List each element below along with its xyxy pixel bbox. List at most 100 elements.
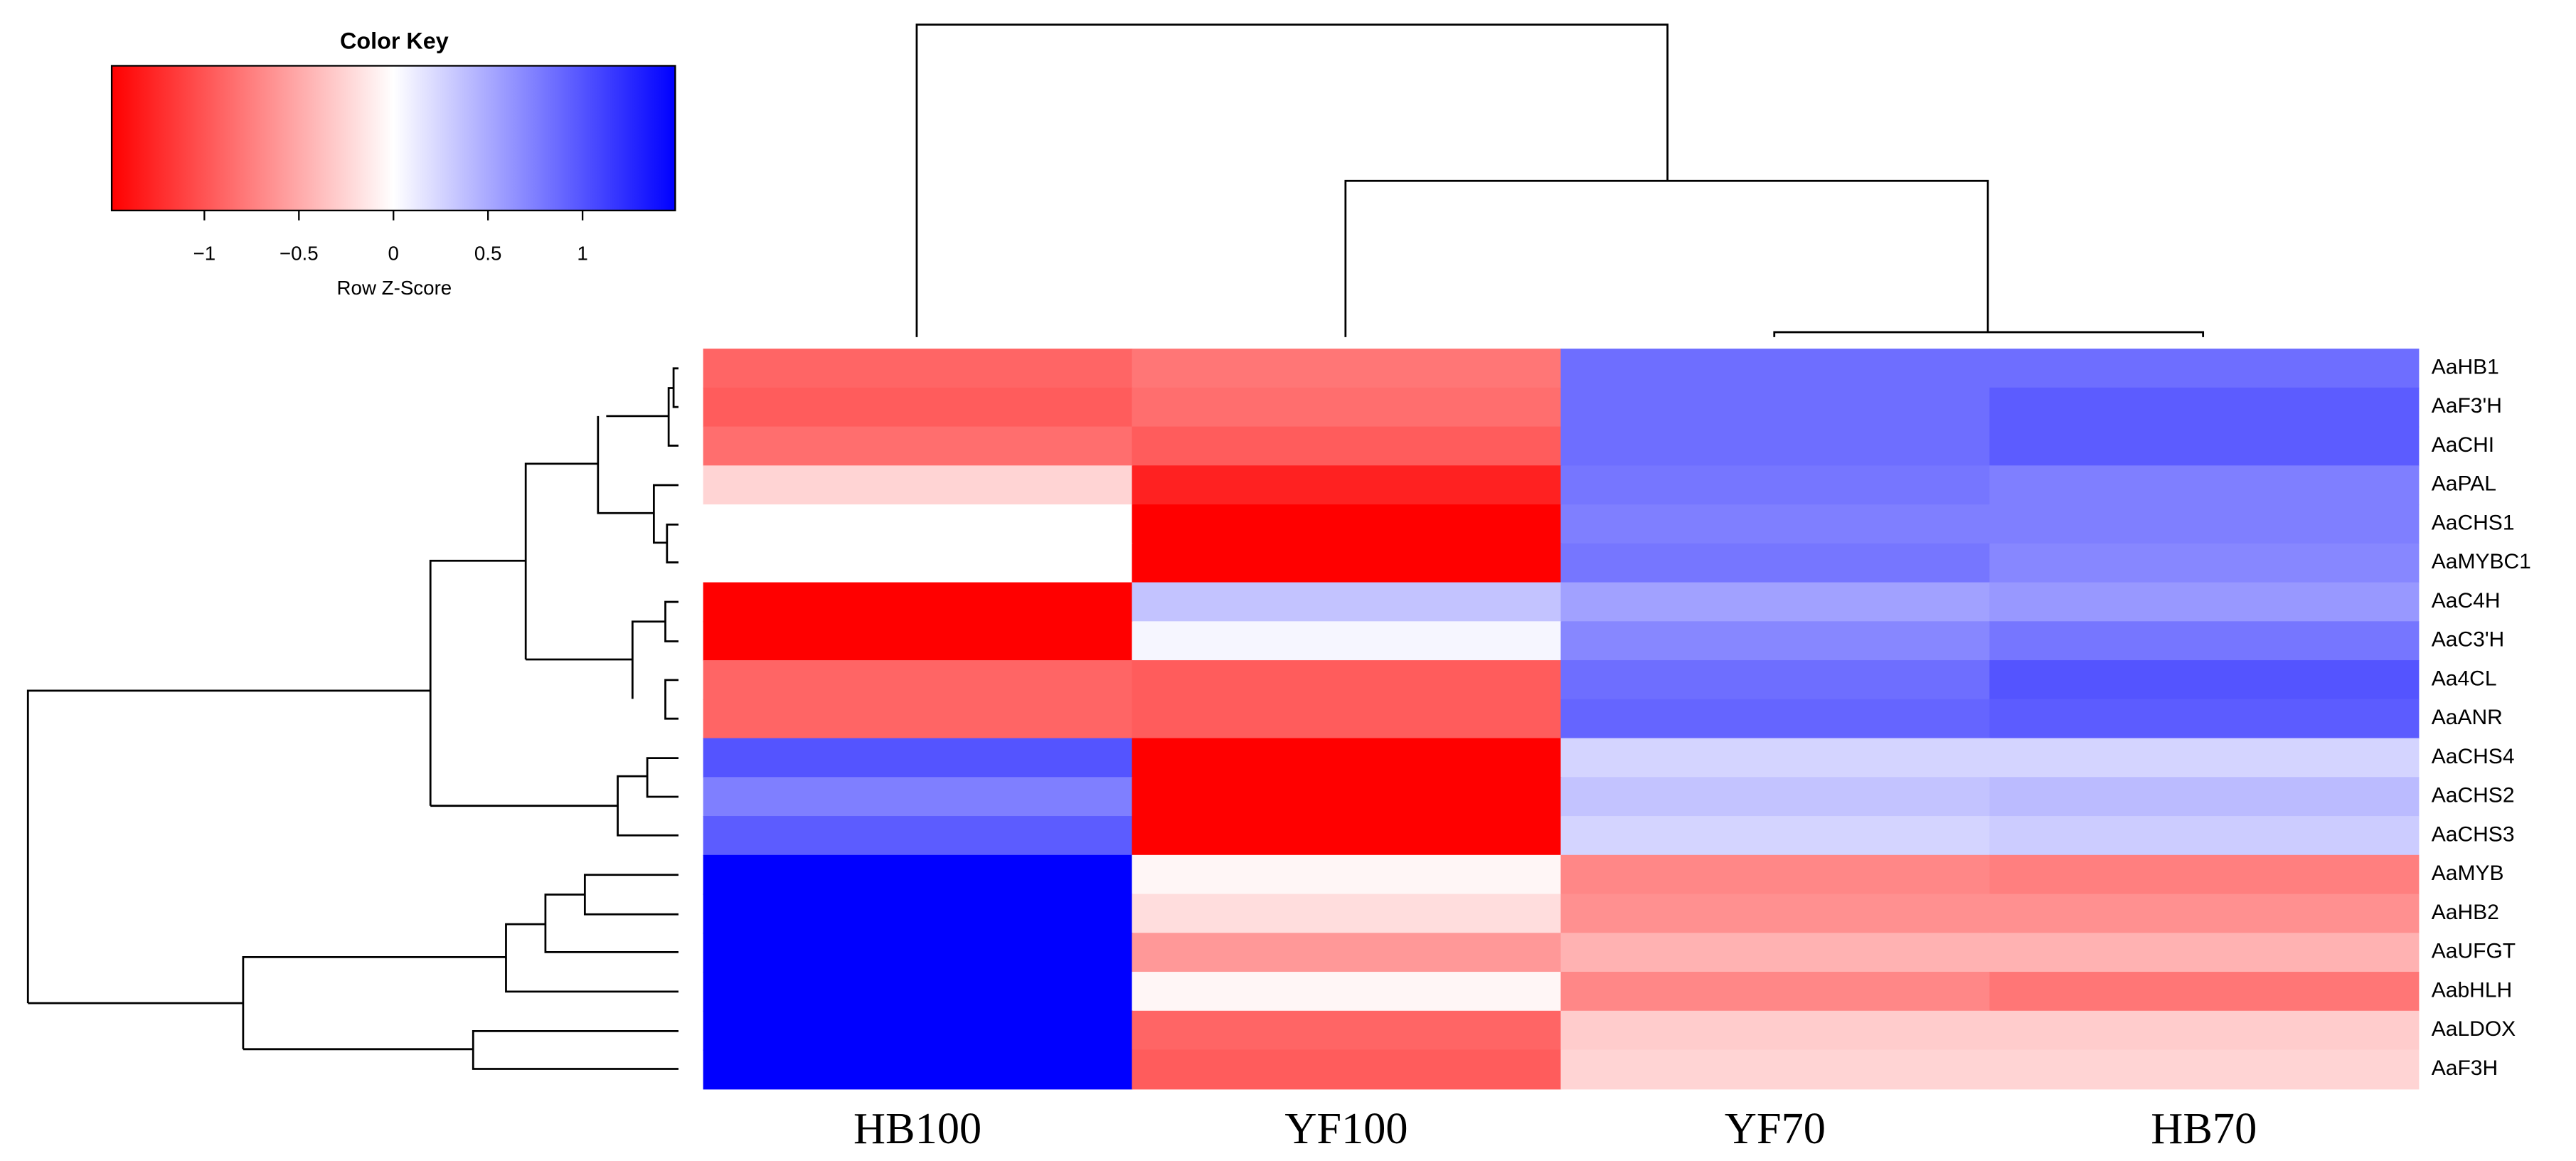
- heatmap-cell: [1989, 349, 2420, 388]
- row-label: AaCHS2: [2432, 784, 2515, 807]
- heatmap-cell: [703, 660, 1133, 700]
- row-label: AaF3H: [2432, 1056, 2498, 1080]
- heatmap-cell: [1560, 816, 1991, 856]
- heatmap-cell: [1989, 621, 2420, 662]
- column-label: HB100: [853, 1104, 981, 1153]
- row-dendrogram: [26, 367, 679, 1070]
- heatmap-cell: [1989, 465, 2420, 506]
- heatmap-cell: [1132, 349, 1562, 388]
- heatmap-cell: [1132, 854, 1562, 895]
- row-label: AaMYBC1: [2432, 550, 2531, 573]
- heatmap-cell: [703, 543, 1133, 583]
- heatmap-cell: [1132, 1010, 1562, 1051]
- row-label: AaUFGT: [2432, 940, 2516, 963]
- heatmap-cell: [703, 699, 1133, 739]
- heatmap-cell: [1132, 933, 1562, 973]
- heatmap-cell: [703, 1010, 1133, 1051]
- heatmap-cell: [1989, 543, 2420, 583]
- column-label: YF70: [1725, 1104, 1826, 1153]
- heatmap-cell: [1989, 933, 2420, 973]
- heatmap-cell: [1989, 738, 2420, 778]
- heatmap-cell: [1132, 894, 1562, 934]
- heatmap-cell: [1560, 543, 1991, 583]
- heatmap-cell: [1132, 816, 1562, 856]
- column-label: YF100: [1284, 1104, 1407, 1153]
- heatmap-cell: [1132, 387, 1562, 428]
- heatmap-cell: [1560, 660, 1991, 700]
- heatmap-cell: [1132, 972, 1562, 1012]
- column-label: HB70: [2151, 1104, 2257, 1153]
- heatmap-cell: [703, 387, 1133, 428]
- heatmap-cell: [1132, 1049, 1562, 1090]
- heatmap-cell: [1132, 465, 1562, 506]
- row-label: AaPAL: [2432, 472, 2496, 496]
- key-tick-label: 0.5: [474, 243, 502, 265]
- heatmap-cell: [1132, 738, 1562, 778]
- heatmap-cell: [1560, 894, 1991, 934]
- heatmap-cell: [1989, 816, 2420, 856]
- heatmap-cell: [1989, 777, 2420, 817]
- heatmap-cell: [1560, 972, 1991, 1012]
- row-label: AaHB2: [2432, 901, 2499, 924]
- heatmap-cell: [1560, 738, 1991, 778]
- row-label: AaMYB: [2432, 862, 2504, 885]
- key-tick-label: 1: [577, 243, 587, 265]
- heatmap-cell: [1989, 660, 2420, 700]
- heatmap-cell: [1989, 582, 2420, 622]
- heatmap-cell: [1560, 349, 1991, 388]
- heatmap-cell: [1989, 894, 2420, 934]
- heatmap-cell: [1989, 387, 2420, 428]
- heatmap-cell: [1132, 426, 1562, 467]
- heatmap-cell: [1560, 387, 1991, 428]
- row-label: AaANR: [2432, 706, 2503, 729]
- heatmap-cell: [1989, 972, 2420, 1012]
- heatmap-cell: [1560, 465, 1991, 506]
- heatmap-cell: [703, 465, 1133, 506]
- heatmap-cell: [1989, 1049, 2420, 1090]
- row-label: AaCHS4: [2432, 745, 2515, 768]
- key-tick-label: 0: [388, 243, 399, 265]
- key-tick-label: −1: [193, 243, 216, 265]
- heatmap-cell: [1989, 1010, 2420, 1051]
- heatmap-cell: [1560, 699, 1991, 739]
- row-label: AaCHI: [2432, 433, 2494, 457]
- row-label: AabHLH: [2432, 978, 2512, 1002]
- heatmap-cell: [1560, 582, 1991, 622]
- heatmap-cell: [703, 894, 1133, 934]
- row-label: AaCHS1: [2432, 511, 2515, 534]
- row-label: AaC3'H: [2432, 628, 2505, 652]
- key-tick-label: −0.5: [280, 243, 319, 265]
- heatmap-cell: [703, 933, 1133, 973]
- heatmap-cell: [1132, 543, 1562, 583]
- heatmap-cell: [703, 777, 1133, 817]
- heatmap-cell: [1989, 426, 2420, 467]
- heatmap-cell: [703, 972, 1133, 1012]
- heatmap-cell: [1560, 854, 1991, 895]
- heatmap-cell: [703, 582, 1133, 622]
- row-label: AaC4H: [2432, 589, 2501, 613]
- heatmap-cell: [1560, 426, 1991, 467]
- row-label: AaCHS3: [2432, 822, 2515, 846]
- heatmap-cell: [703, 854, 1133, 895]
- heatmap-cell: [703, 816, 1133, 856]
- heatmap-cell: [703, 504, 1133, 544]
- heatmap-cell: [1132, 582, 1562, 622]
- row-label: Aa4CL: [2432, 667, 2497, 690]
- heatmap-cell: [703, 349, 1133, 388]
- key-title: Color Key: [340, 28, 449, 54]
- heatmap-cell: [703, 621, 1133, 662]
- heatmap-cell: [1989, 854, 2420, 895]
- key-label: Row Z-Score: [337, 277, 452, 299]
- heatmap-cell: [1132, 660, 1562, 700]
- heatmap-cell: [1132, 777, 1562, 817]
- heatmap-cell: [703, 738, 1133, 778]
- heatmap-cell: [1560, 621, 1991, 662]
- heatmap-cell: [1560, 504, 1991, 544]
- heatmap-cell: [1132, 699, 1562, 739]
- heatmap-cell: [1132, 621, 1562, 662]
- heatmap-cell: [1989, 504, 2420, 544]
- row-label: AaF3'H: [2432, 394, 2502, 418]
- heatmap-cell: [1560, 1010, 1991, 1051]
